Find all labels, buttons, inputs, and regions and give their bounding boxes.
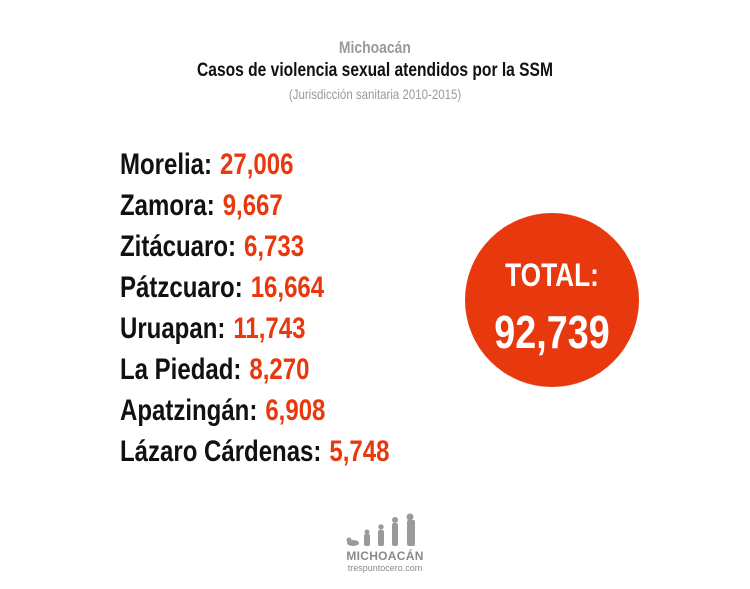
total-badge: TOTAL: 92,739 [465,213,639,387]
page-title-text: Casos de violencia sexual atendidos por … [197,60,553,81]
jurisdiction-name: Morelia: [120,148,213,181]
jurisdiction-name: Uruapan: [120,312,226,345]
jurisdiction-name: Lázaro Cárdenas: [120,435,322,468]
list-item: Morelia: 27,006 [120,144,389,185]
page-title: Casos de violencia sexual atendidos por … [0,60,750,82]
list-item: Zitácuaro: 6,733 [120,226,389,267]
jurisdiction-name: Zamora: [120,189,215,222]
list-item: Zamora: 9,667 [120,185,389,226]
supertitle: Michoacán [0,38,750,58]
case-count: 6,733 [244,230,305,263]
logo-site: trespuntocero.com [347,563,423,573]
subtitle-text: (Jurisdicción sanitaria 2010-2015) [288,86,462,102]
jurisdiction-list: Morelia: 27,006 Zamora: 9,667 Zitácuaro: 6,… [120,144,457,472]
jurisdiction-name: Zitácuaro: [120,230,237,263]
logo-title: MICHOACÁN [346,549,424,563]
subtitle: (Jurisdicción sanitaria 2010-2015) [0,86,750,102]
case-count: 27,006 [220,148,294,181]
case-count: 9,667 [222,189,283,222]
jurisdiction-name: La Piedad: [120,353,242,386]
supertitle-text: Michoacán [338,38,412,57]
case-count: 16,664 [250,271,325,304]
list-item: Lázaro Cárdenas: 5,748 [120,431,389,472]
case-count: 6,908 [265,394,326,427]
list-item: La Piedad: 8,270 [120,349,389,390]
brand-logo: MICHOACÁN trespuntocero.com [330,512,440,573]
total-label: TOTAL: [505,257,599,293]
list-item: Uruapan: 11,743 [120,308,389,349]
evolution-icon [346,513,415,546]
jurisdiction-name: Apatzingán: [120,394,258,427]
list-item: Pátzcuaro: 16,664 [120,267,389,308]
case-count: 11,743 [233,312,306,345]
case-count: 5,748 [329,435,390,468]
jurisdiction-name: Pátzcuaro: [120,271,243,304]
total-value: 92,739 [494,306,610,358]
list-item: Apatzingán: 6,908 [120,390,389,431]
case-count: 8,270 [249,353,310,386]
